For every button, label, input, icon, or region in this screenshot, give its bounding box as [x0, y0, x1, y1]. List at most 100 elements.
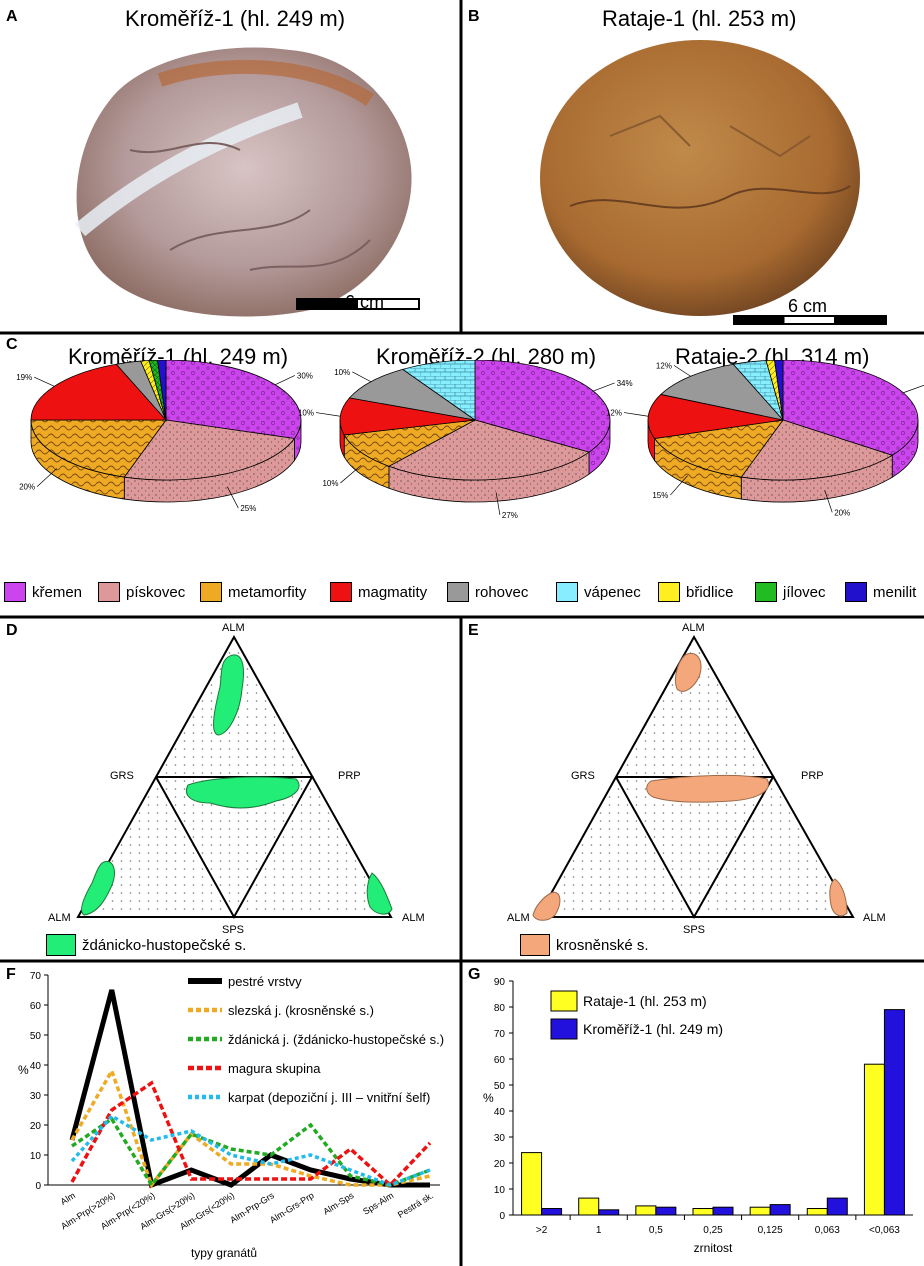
panel-letter-b: B: [468, 8, 480, 25]
pie-3: 35%20%15%12%12%4%1%1%: [606, 360, 924, 517]
pie-value-label-rohovec: 10%: [334, 368, 350, 377]
legend-zdanicko: ždánicko-hustopečské s.: [46, 934, 246, 956]
rock-sample-photo-b: [540, 40, 860, 316]
x-tick-label: 0,125: [758, 1225, 783, 1236]
pie-value-label-metamorfity: 15%: [652, 491, 668, 500]
panel-letter-g: G: [468, 966, 481, 983]
bar-1: [521, 1152, 543, 1216]
pie-leader-rohovec: [673, 365, 691, 377]
pie-slice-piskovec: [740, 419, 894, 481]
pie-slice-piskovec: [123, 419, 296, 481]
pie-leader-kremen: [593, 382, 615, 392]
ternary-e-br-label: ALM: [863, 912, 886, 924]
legend-jilovec: jílovec: [755, 582, 826, 602]
pie-leader-magmatity: [623, 412, 649, 417]
x-axis-label: typy granátů: [191, 1246, 257, 1260]
legend-vapenec: vápenec: [556, 582, 641, 602]
panel-b-title: Rataje-1 (hl. 253 m): [602, 6, 797, 31]
legend-bridlice: břidlice: [658, 582, 734, 602]
pie-slice-kremen: [782, 360, 919, 456]
ternary-d-br-label: ALM: [402, 912, 425, 924]
legend-label-1: pestré vrstvy: [228, 974, 302, 989]
garnet-line-chart: 010203040506070%AlmAlm-Prp(>20%)Alm-Prp(…: [18, 971, 444, 1260]
scale-label-a: 6 cm: [345, 292, 385, 312]
legend-metamorfity: metamorfity: [200, 582, 306, 602]
panel-letter-a: A: [6, 8, 18, 25]
pie-slice-magmatity: [647, 394, 784, 439]
pie-leader-kremen: [903, 384, 924, 394]
ternary-e-top-label: ALM: [682, 622, 705, 634]
x-tick-label: 0,5: [649, 1225, 663, 1236]
pie-value-label-metamorfity: 10%: [322, 479, 338, 488]
y-tick-label: 60: [494, 1055, 506, 1066]
legend-piskovec: pískovec: [98, 582, 185, 602]
legend-label-5: karpat (depoziční j. III – vnitřní šelf): [228, 1090, 430, 1105]
ternary-d-top-label: ALM: [222, 622, 245, 634]
pie-value-label-kremen: 34%: [617, 379, 633, 388]
pie-1: 30%25%20%19%3%1%1%1%: [16, 360, 313, 513]
y-tick-label: 10: [30, 1151, 42, 1162]
panel-letter-e: E: [468, 622, 479, 639]
pie-slice-rohovec: [660, 363, 785, 421]
ternary-e-right-label: PRP: [801, 770, 824, 782]
ternary-d-bl-label: ALM: [48, 912, 71, 924]
scale-label-b: 6 cm: [788, 296, 828, 316]
y-tick-label: 50: [30, 1031, 42, 1042]
pie-leader-rohovec: [352, 371, 372, 383]
x-axis-label: zrnitost: [694, 1241, 733, 1255]
pie-slice-metamorfity: [30, 419, 167, 478]
pie-leader-kremen: [275, 375, 296, 386]
x-tick-label: Sps-Alm: [361, 1190, 395, 1217]
x-tick-label: Pestrá sk.: [396, 1190, 435, 1220]
x-tick-label: Alm: [59, 1190, 77, 1207]
bar-1: [749, 1206, 771, 1216]
pie-value-label-magmatity: 19%: [16, 373, 32, 382]
scale-bar-b: [733, 315, 887, 325]
pie-value-label-rohovec: 12%: [656, 361, 672, 370]
y-tick-label: 50: [494, 1081, 506, 1092]
panel-letter-c: C: [6, 336, 18, 353]
pie-leader-metamorfity: [36, 468, 58, 487]
series-line-3: [71, 1116, 431, 1189]
bar-1: [806, 1208, 828, 1216]
legend-magmatity: magmatity: [330, 582, 427, 602]
legend-krosno: krosněnské s.: [520, 934, 649, 956]
ternary-d-right-label: PRP: [338, 770, 361, 782]
ternary-diagram-d: ALM GRS PRP ALM ALM SPS: [48, 622, 425, 936]
bar-1: [578, 1197, 600, 1216]
bar-1: [635, 1205, 657, 1216]
pie-slice-kremen: [165, 360, 302, 439]
panel-letter-f: F: [6, 966, 16, 983]
y-tick-label: 60: [30, 1001, 42, 1012]
x-tick-label: 0,25: [703, 1225, 723, 1236]
legend-label-2: slezská j. (krosněnské s.): [228, 1003, 374, 1018]
legend-menilit: menilit: [845, 582, 916, 602]
y-tick-label: 0: [35, 1181, 41, 1192]
y-tick-label: 0: [499, 1211, 505, 1222]
pie-slice-magmatity: [339, 397, 476, 436]
pie-slice-piskovec: [387, 419, 590, 481]
legend-label-4: magura skupina: [228, 1061, 321, 1076]
y-tick-label: 40: [494, 1107, 506, 1118]
ternary-d-left-label: GRS: [110, 770, 134, 782]
bar-2: [655, 1206, 677, 1216]
pie-value-label-kremen: 30%: [297, 371, 313, 380]
pie-value-label-piskovec: 25%: [240, 504, 256, 513]
ternary-e-bl-label: ALM: [507, 912, 530, 924]
series-line-4: [70, 1080, 432, 1188]
bar-2: [883, 1009, 905, 1216]
legend-rohovec: rohovec: [447, 582, 528, 602]
x-tick-label: >2: [536, 1225, 548, 1236]
bar-2: [769, 1204, 791, 1216]
y-tick-label: 80: [494, 1003, 506, 1014]
x-tick-label: 0,063: [815, 1225, 840, 1236]
y-tick-label: 90: [494, 977, 506, 988]
panel-a-title: Kroměříž-1 (hl. 249 m): [125, 6, 346, 31]
x-tick-label: Alm-Sps: [321, 1190, 356, 1217]
pie-leader-metamorfity: [340, 465, 362, 484]
y-axis-label: %: [483, 1091, 494, 1105]
x-tick-label: Alm-Grs-Prp: [268, 1190, 316, 1225]
pie-value-label-metamorfity: 20%: [19, 483, 35, 492]
y-tick-label: 30: [494, 1133, 506, 1144]
